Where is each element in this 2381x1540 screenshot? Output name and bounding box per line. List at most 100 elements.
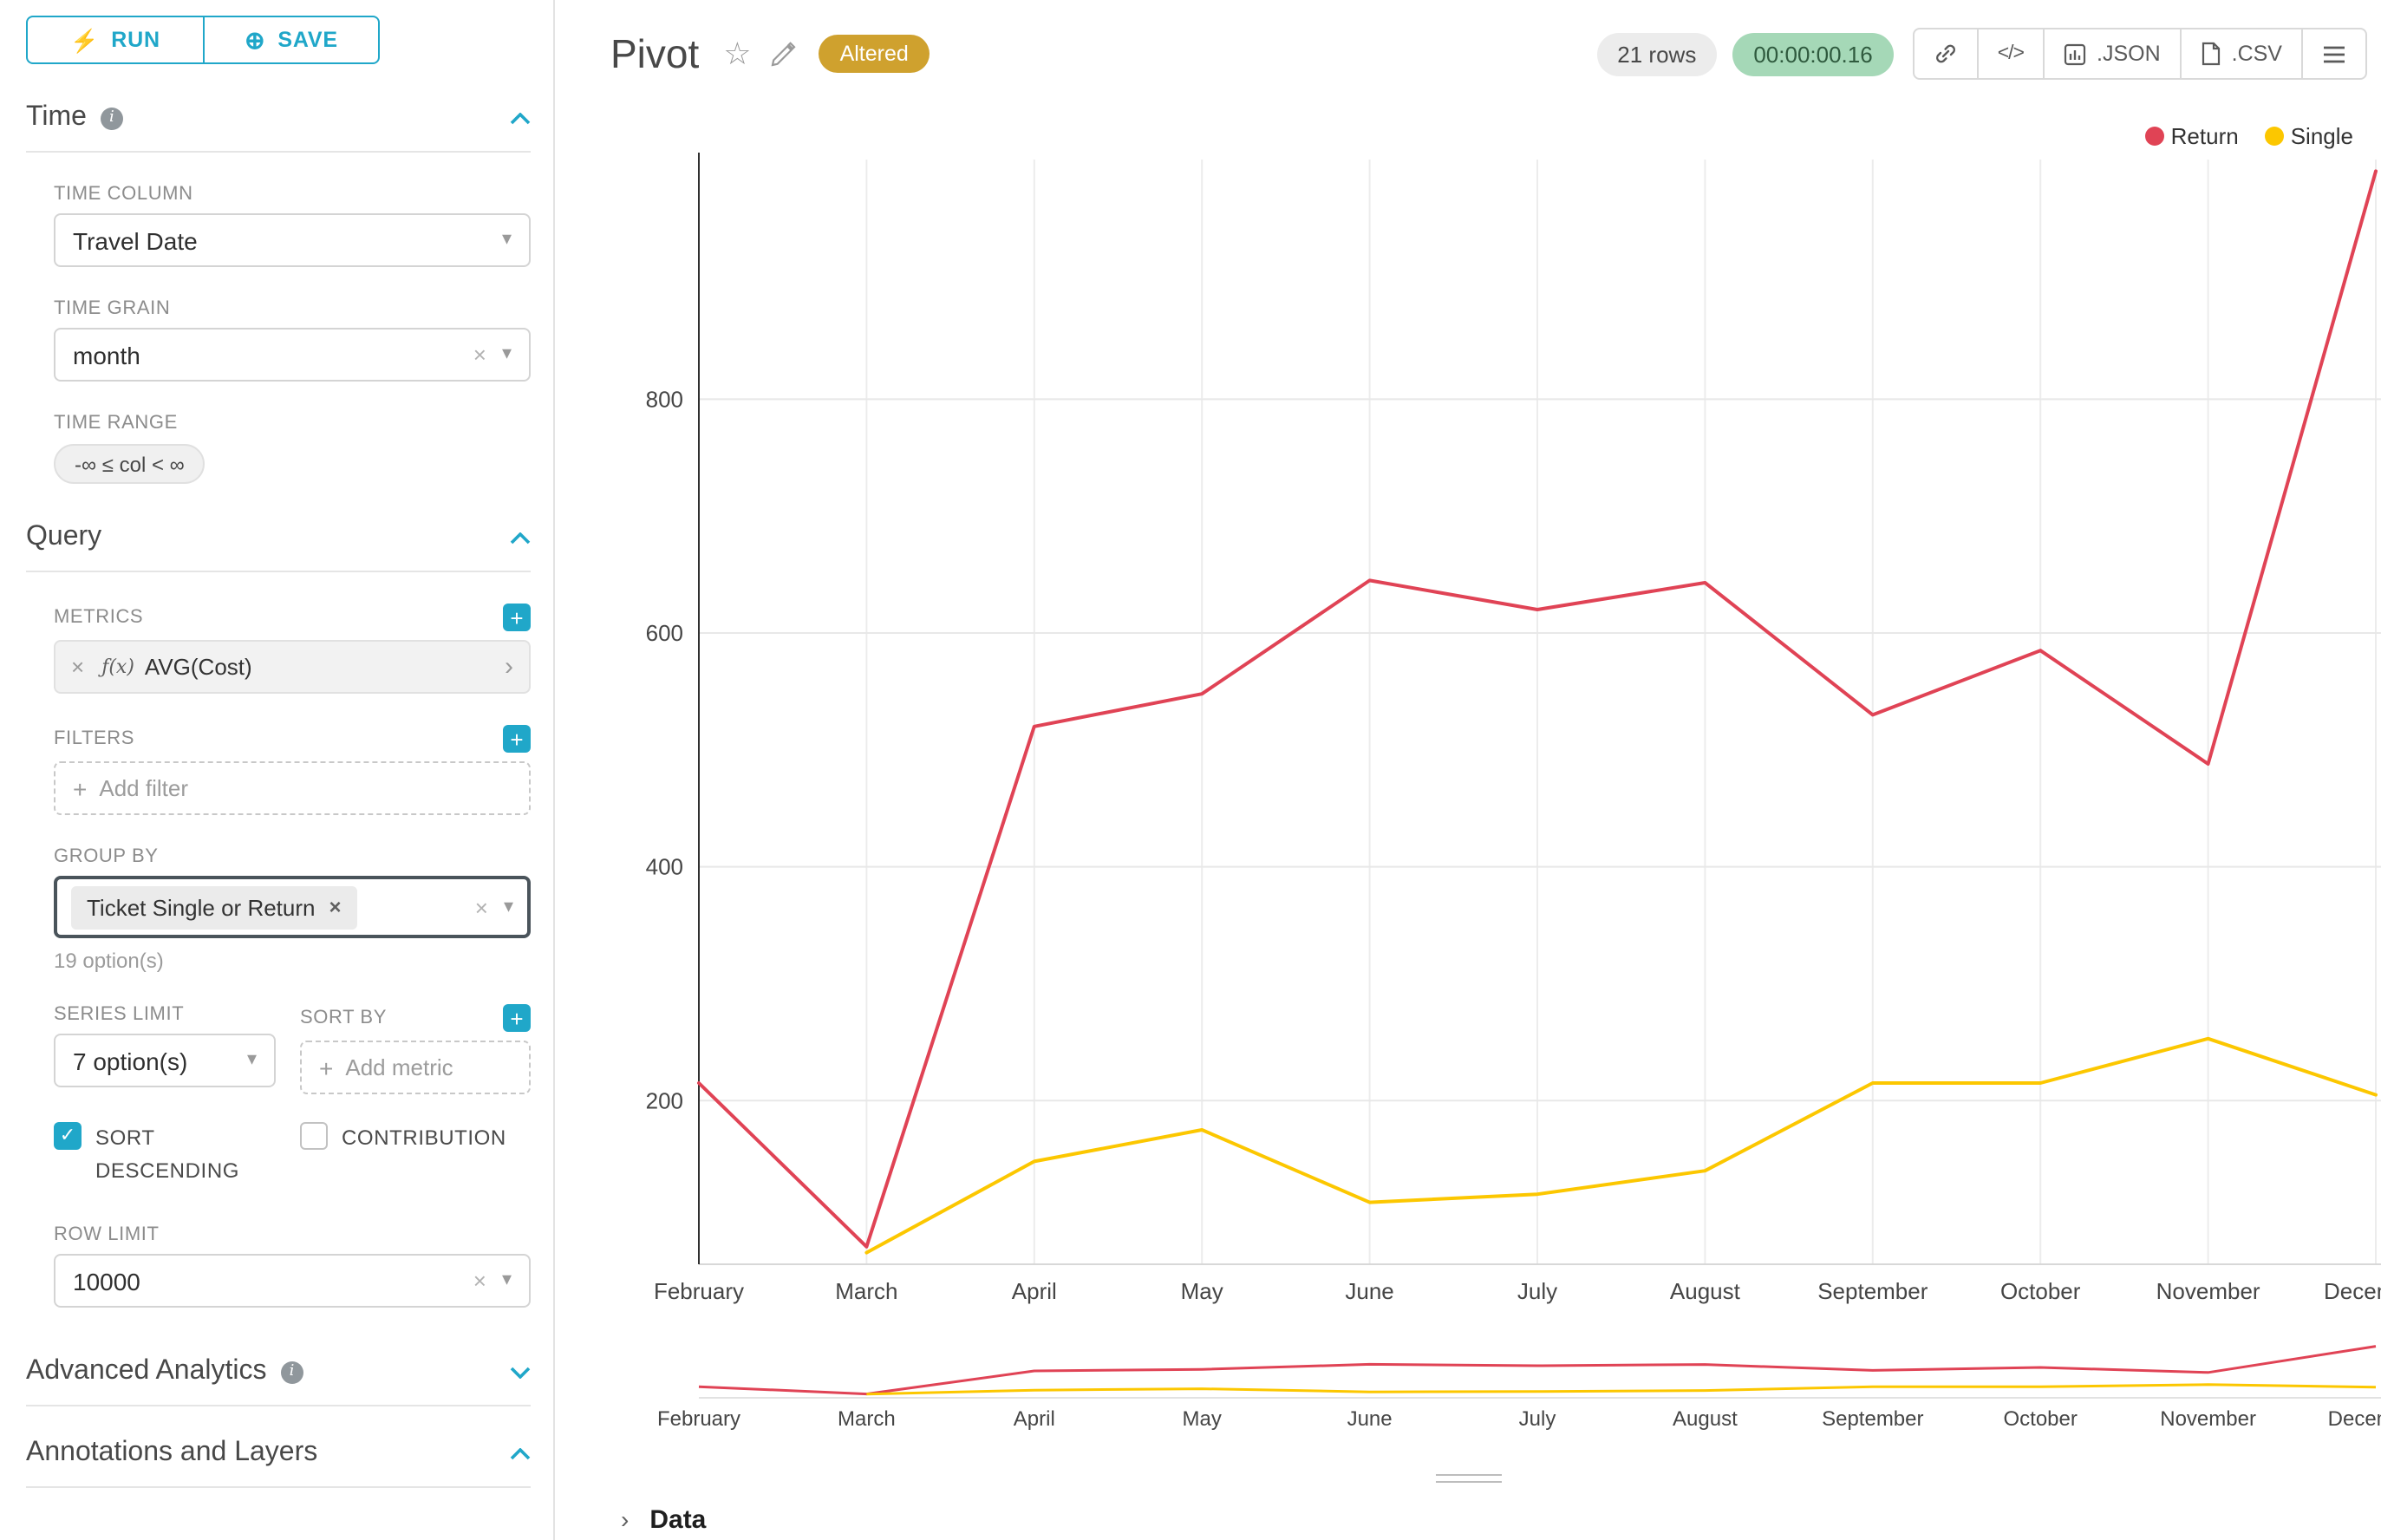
clear-icon[interactable]: × xyxy=(474,894,488,920)
clear-icon[interactable]: × xyxy=(473,1268,486,1295)
svg-text:August: August xyxy=(1670,1278,1741,1304)
series-limit-label: SERIES LIMIT xyxy=(54,1004,185,1025)
svg-text:July: July xyxy=(1519,1407,1556,1431)
sort-descending-checkbox[interactable]: ✓ xyxy=(54,1122,82,1150)
link-icon xyxy=(1935,44,1955,63)
contribution-label: CONTRIBUTION xyxy=(342,1126,506,1150)
group-by-label: GROUP BY xyxy=(54,846,159,867)
time-grain-label: TIME GRAIN xyxy=(54,298,171,319)
range-selector-chart[interactable]: February March April May June July August Septe… xyxy=(555,1325,2381,1432)
altered-badge: Altered xyxy=(819,35,930,73)
remove-chip-icon[interactable]: × xyxy=(329,895,342,919)
chart-panel: Pivot ☆ Altered 21 rows 00:00:00.16 </> … xyxy=(555,0,2381,1540)
svg-text:800: 800 xyxy=(646,386,683,412)
add-filter-label: Add filter xyxy=(99,775,188,801)
sort-by-label: SORT BY xyxy=(300,1008,387,1028)
clear-icon[interactable]: × xyxy=(473,342,486,368)
caret-down-icon: ▾ xyxy=(501,1269,512,1291)
row-limit-label: ROW LIMIT xyxy=(54,1224,160,1246)
share-link-button[interactable] xyxy=(1912,28,1979,80)
remove-metric-icon[interactable]: × xyxy=(71,654,85,680)
svg-text:October: October xyxy=(2000,1278,2081,1304)
export-toolbar: </> .JSON .CSV xyxy=(1912,28,2367,80)
add-metric-plus-button[interactable]: + xyxy=(503,604,531,631)
chevron-down-icon[interactable] xyxy=(510,1366,531,1379)
resize-handle[interactable] xyxy=(1436,1474,1502,1488)
time-column-value: Travel Date xyxy=(73,226,198,254)
chart-menu-button[interactable] xyxy=(2301,28,2367,80)
check-icon: ✓ xyxy=(59,1125,76,1145)
svg-text:November: November xyxy=(2160,1407,2256,1431)
time-column-select[interactable]: Travel Date ▾ xyxy=(54,213,531,267)
svg-text:May: May xyxy=(1183,1407,1222,1431)
favorite-star-icon[interactable]: ☆ xyxy=(723,36,752,70)
legend-dot xyxy=(2264,127,2284,146)
add-filter-button[interactable]: + Add filter xyxy=(54,761,531,815)
svg-text:November: November xyxy=(2156,1278,2260,1304)
edit-icon[interactable] xyxy=(771,41,797,67)
time-section-title: Time xyxy=(26,102,87,132)
svg-text:March: March xyxy=(838,1407,896,1431)
add-sortby-plus-button[interactable]: + xyxy=(503,1004,531,1032)
contribution-checkbox-row[interactable]: CONTRIBUTION xyxy=(300,1122,531,1186)
annotations-layers-header[interactable]: Annotations and Layers xyxy=(26,1438,531,1489)
chart-header: Pivot ☆ Altered 21 rows 00:00:00.16 </> … xyxy=(610,24,2367,83)
row-limit-select[interactable]: 10000 × ▾ xyxy=(54,1254,531,1308)
run-save-group: ⚡ RUN ⊕ SAVE xyxy=(26,16,531,64)
query-section-header[interactable]: Query xyxy=(26,522,531,572)
time-range-pill[interactable]: -∞ ≤ col < ∞ xyxy=(54,444,205,484)
data-panel-toggle[interactable]: › Data xyxy=(555,1498,2381,1540)
save-label: SAVE xyxy=(277,28,338,52)
query-controls: METRICS + × ƒ(x) AVG(Cost) › FILTERS + +… xyxy=(54,604,531,1308)
svg-text:600: 600 xyxy=(646,620,683,646)
group-by-select[interactable]: Ticket Single or Return × × ▾ xyxy=(54,876,531,938)
info-icon[interactable]: i xyxy=(280,1361,303,1384)
add-sort-metric-button[interactable]: + Add metric xyxy=(300,1041,531,1094)
caret-right-icon[interactable]: › xyxy=(505,652,513,682)
legend-item-return[interactable]: Return xyxy=(2144,123,2239,149)
csv-file-icon xyxy=(2202,42,2220,66)
embed-code-button[interactable]: </> xyxy=(1976,28,2045,80)
legend-item-single[interactable]: Single xyxy=(2264,123,2353,149)
svg-text:June: June xyxy=(1345,1278,1393,1304)
export-csv-button[interactable]: .CSV xyxy=(2179,28,2303,80)
time-section-header[interactable]: Time i xyxy=(26,102,531,153)
time-range-label: TIME RANGE xyxy=(54,413,178,434)
query-timer-badge: 00:00:00.16 xyxy=(1732,32,1894,75)
contribution-checkbox[interactable] xyxy=(300,1122,328,1150)
save-icon: ⊕ xyxy=(245,26,266,54)
sort-descending-checkbox-row[interactable]: ✓ SORT DESCENDING xyxy=(54,1122,276,1186)
chevron-up-icon[interactable] xyxy=(510,112,531,124)
svg-text:April: April xyxy=(1014,1407,1055,1431)
time-grain-value: month xyxy=(73,341,140,369)
json-button-label: .JSON xyxy=(2097,42,2161,66)
run-button[interactable]: ⚡ RUN xyxy=(26,16,203,64)
legend-dot xyxy=(2144,127,2164,146)
fx-icon: ƒ(x) xyxy=(101,656,134,678)
control-panel: ⚡ RUN ⊕ SAVE Time i TIME COLUMN Travel D… xyxy=(0,0,555,1540)
info-icon[interactable]: i xyxy=(100,107,123,129)
chart-title: Pivot xyxy=(610,30,700,75)
line-chart: 200 400 600 800 February March April May June Jul… xyxy=(646,153,2381,1304)
limit-sort-row: SERIES LIMIT 7 option(s) ▾ SORT BY + + A… xyxy=(54,973,531,1094)
svg-text:400: 400 xyxy=(646,854,683,880)
sort-by-label-row: SORT BY + xyxy=(300,1004,531,1032)
lightning-icon: ⚡ xyxy=(70,27,100,53)
legend-label: Single xyxy=(2290,123,2353,149)
metric-chip[interactable]: × ƒ(x) AVG(Cost) › xyxy=(54,640,531,694)
series-limit-select[interactable]: 7 option(s) ▾ xyxy=(54,1034,276,1087)
svg-text:June: June xyxy=(1347,1407,1393,1431)
add-filter-plus-button[interactable]: + xyxy=(503,725,531,753)
json-file-icon xyxy=(2064,42,2086,65)
export-json-button[interactable]: .JSON xyxy=(2043,28,2182,80)
time-grain-select[interactable]: month × ▾ xyxy=(54,328,531,382)
metrics-label: METRICS xyxy=(54,607,144,628)
advanced-analytics-header[interactable]: Advanced Analytics i xyxy=(26,1356,531,1407)
filters-label-row: FILTERS + xyxy=(54,725,531,753)
group-by-chip[interactable]: Ticket Single or Return × xyxy=(71,885,357,929)
series-limit-value: 7 option(s) xyxy=(73,1047,188,1074)
chevron-up-icon[interactable] xyxy=(510,532,531,544)
svg-text:December: December xyxy=(2324,1278,2381,1304)
chevron-up-icon[interactable] xyxy=(510,1447,531,1459)
save-button[interactable]: ⊕ SAVE xyxy=(203,16,380,64)
